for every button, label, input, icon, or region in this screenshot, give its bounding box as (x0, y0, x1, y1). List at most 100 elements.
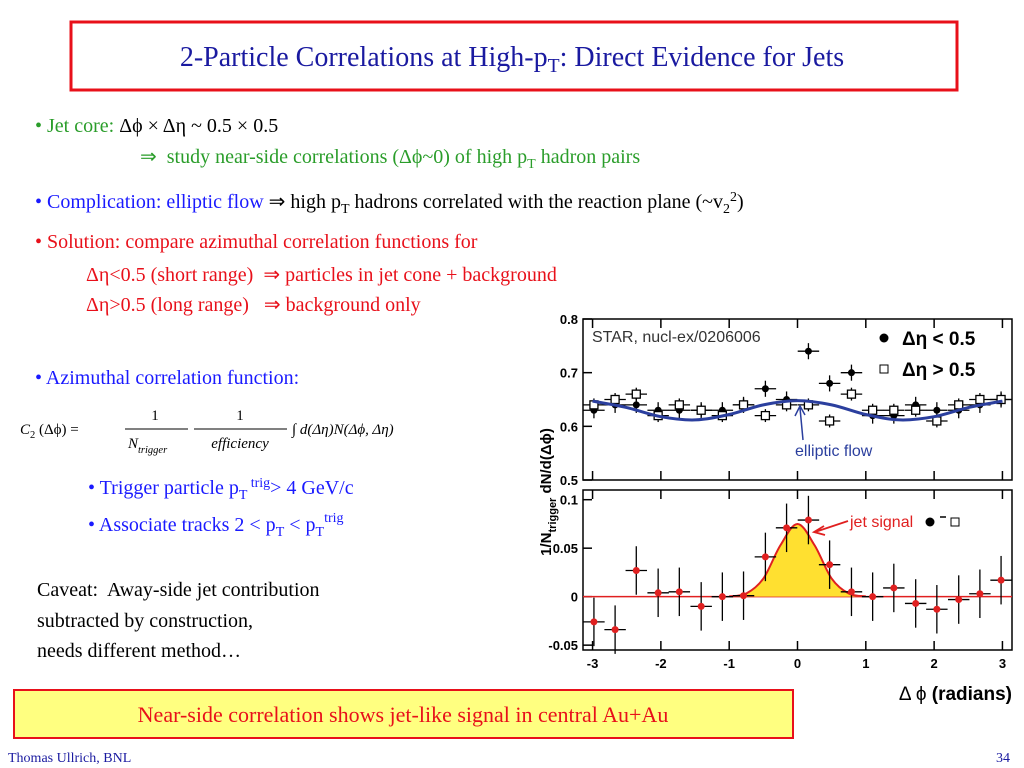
text: < p (284, 514, 315, 536)
point (697, 602, 705, 610)
text: 2 (30, 430, 35, 441)
legend-marker (879, 333, 889, 343)
point (654, 589, 662, 597)
point (890, 584, 898, 592)
caveat-line: subtracted by construction, (37, 610, 253, 632)
point (610, 394, 620, 405)
legend-marker (950, 517, 960, 527)
y-tick-label: 0.1 (560, 493, 578, 508)
text: efficiency (211, 436, 269, 452)
text: 2 (730, 190, 737, 205)
conclusion: Near-side correlation shows jet-like sig… (138, 702, 669, 727)
y-tick-label: 0.6 (560, 419, 578, 434)
x-axis-label: Δ ϕ (radians) (899, 684, 1012, 705)
text: (Δϕ) = (35, 422, 79, 438)
point (718, 593, 726, 601)
caveat-line: Caveat: Away-side jet contribution (37, 579, 320, 601)
point (912, 599, 920, 607)
text: • Jet core: (35, 115, 119, 137)
x-tick-label: 1 (862, 656, 869, 671)
bullet: • Jet core: Δϕ × Δη ~ 0.5 × 0.5 (35, 115, 278, 137)
plot: 0.5 0.6 0.7 0.8 STAR, nucl-ex/0206006 Δη < 0.… (538, 312, 1013, 705)
text: ) (737, 191, 744, 213)
bullet: • Complication: elliptic flow ⇒ high pT … (35, 190, 744, 217)
y-tick-label: 0.8 (560, 312, 578, 327)
point (761, 385, 769, 393)
y-axis-label-part: dN/d(Δϕ) (538, 428, 555, 498)
title-part: 2-Particle Correlations at High-p (180, 42, 548, 73)
y-tick-label: 0.7 (560, 366, 578, 381)
legend-label: Δη < 0.5 (902, 329, 976, 350)
point (955, 596, 963, 604)
flow-curve (592, 399, 1003, 422)
x-tick-label: 3 (999, 656, 1006, 671)
text: ∫ d(Δη)N(Δϕ, Δη) (291, 422, 394, 438)
title: 2-Particle Correlations at High-pT: Dire… (180, 42, 844, 77)
point (846, 389, 857, 399)
x-tick-label: 2 (931, 656, 938, 671)
text: N (127, 436, 139, 452)
text: ⇒ high p (269, 191, 341, 213)
page-number: 34 (996, 751, 1010, 766)
jet-signal-edge (729, 522, 866, 598)
text: Ntrigger (127, 436, 168, 456)
text: hadrons correlated with the reaction pla… (350, 191, 723, 213)
legend-marker (879, 364, 889, 374)
title-box (69, 20, 959, 92)
point (783, 524, 791, 532)
text: T (316, 525, 325, 540)
panel: -0.05 0 0.05 0.1 -3 -2 -1 0 1 2 3 jet signal (548, 489, 1013, 671)
point (696, 405, 706, 415)
formula: C2 (Δϕ) = 1 Ntrigger 1 efficiency ∫ d(Δη… (20, 408, 394, 456)
bullet: • Associate tracks 2 < pT < pTtrig (88, 511, 344, 540)
text: trig (324, 511, 343, 526)
source-label: STAR, nucl-ex/0206006 (592, 329, 761, 346)
point (975, 394, 985, 405)
text: T (527, 157, 536, 172)
point (738, 400, 749, 410)
x-axis-label-part: (radians) (932, 684, 1012, 705)
y-axis-label-part: 1/N (538, 533, 555, 556)
conclusion-box (13, 689, 794, 739)
y-tick-label: 0.5 (560, 473, 578, 488)
point (826, 561, 834, 569)
point (674, 400, 684, 410)
text: • Complication: elliptic flow (35, 191, 269, 213)
point (933, 406, 941, 414)
x-tick-label: -2 (655, 656, 667, 671)
y-tick-label: -0.05 (548, 638, 578, 653)
point (997, 576, 1005, 584)
text: 2 (723, 202, 730, 217)
bullet-line: ⇒ study near-side correlations (Δϕ~0) of… (140, 146, 640, 172)
caveat-line: needs different method… (37, 640, 241, 662)
x-tick-label: 0 (794, 656, 801, 671)
point (804, 347, 812, 355)
point (847, 588, 855, 596)
legend-marker (925, 517, 935, 527)
signal-arrow (811, 520, 849, 536)
point (761, 553, 769, 561)
point (933, 605, 941, 613)
point (611, 626, 619, 634)
legend-label: Δη > 0.5 (902, 360, 976, 381)
bullet: • Azimuthal correlation function: (35, 367, 299, 389)
legend-label: jet signal (849, 514, 913, 531)
point (632, 401, 640, 409)
y-tick-label: 0.05 (553, 541, 578, 556)
y-axis-label-part: trigger (547, 497, 559, 533)
text: > 4 GeV/c (270, 477, 354, 499)
x-tick-label: -3 (587, 656, 599, 671)
bullet-line: Δη>0.5 (long range) ⇒ background only (86, 294, 421, 316)
text: trigger (138, 445, 168, 456)
text: 1 (151, 408, 159, 424)
text: Δϕ × Δη ~ 0.5 × 0.5 (119, 115, 278, 137)
point (889, 405, 899, 415)
point (826, 379, 834, 387)
point (631, 389, 641, 399)
title-part: : Direct Evidence for Jets (560, 42, 845, 73)
point (632, 566, 640, 574)
formula-lhs: C2 (Δϕ) = (20, 422, 79, 441)
text: trig (247, 476, 270, 491)
jet-signal-area (729, 523, 866, 597)
